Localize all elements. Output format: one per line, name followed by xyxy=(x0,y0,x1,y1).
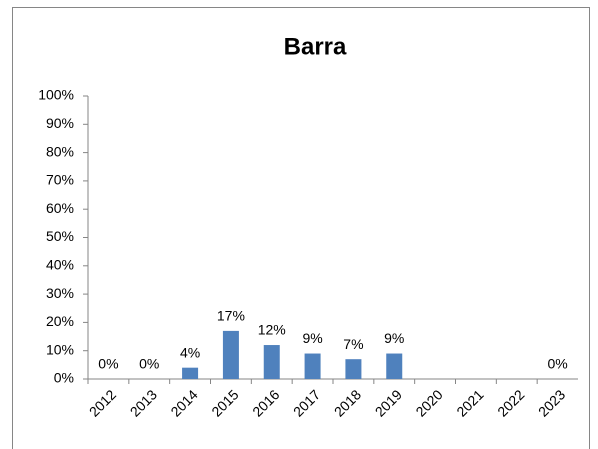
data-label: 9% xyxy=(302,330,322,346)
bar xyxy=(263,345,280,379)
y-tick-label: 10% xyxy=(46,341,74,357)
data-label: 0% xyxy=(98,356,118,372)
chart-frame xyxy=(12,7,590,449)
bar xyxy=(182,367,199,379)
y-tick-label: 70% xyxy=(46,172,74,188)
data-label: 0% xyxy=(547,356,567,372)
y-tick-label: 30% xyxy=(46,285,74,301)
chart-title: Barra xyxy=(284,33,347,60)
y-tick-label: 20% xyxy=(46,313,74,329)
bar xyxy=(304,353,321,379)
bar xyxy=(386,353,403,379)
y-tick-label: 40% xyxy=(46,257,74,273)
data-label: 7% xyxy=(343,336,363,352)
y-tick-label: 90% xyxy=(46,115,74,131)
y-tick-label: 60% xyxy=(46,200,74,216)
bar xyxy=(345,359,362,379)
data-label: 9% xyxy=(384,330,404,346)
y-tick-label: 80% xyxy=(46,143,74,159)
data-label: 0% xyxy=(139,356,159,372)
y-tick-label: 0% xyxy=(54,370,74,386)
bar xyxy=(222,330,239,379)
data-label: 12% xyxy=(258,322,286,338)
y-tick-label: 100% xyxy=(38,87,74,103)
data-label: 4% xyxy=(180,344,200,360)
data-label: 17% xyxy=(217,308,245,324)
y-tick-label: 50% xyxy=(46,228,74,244)
